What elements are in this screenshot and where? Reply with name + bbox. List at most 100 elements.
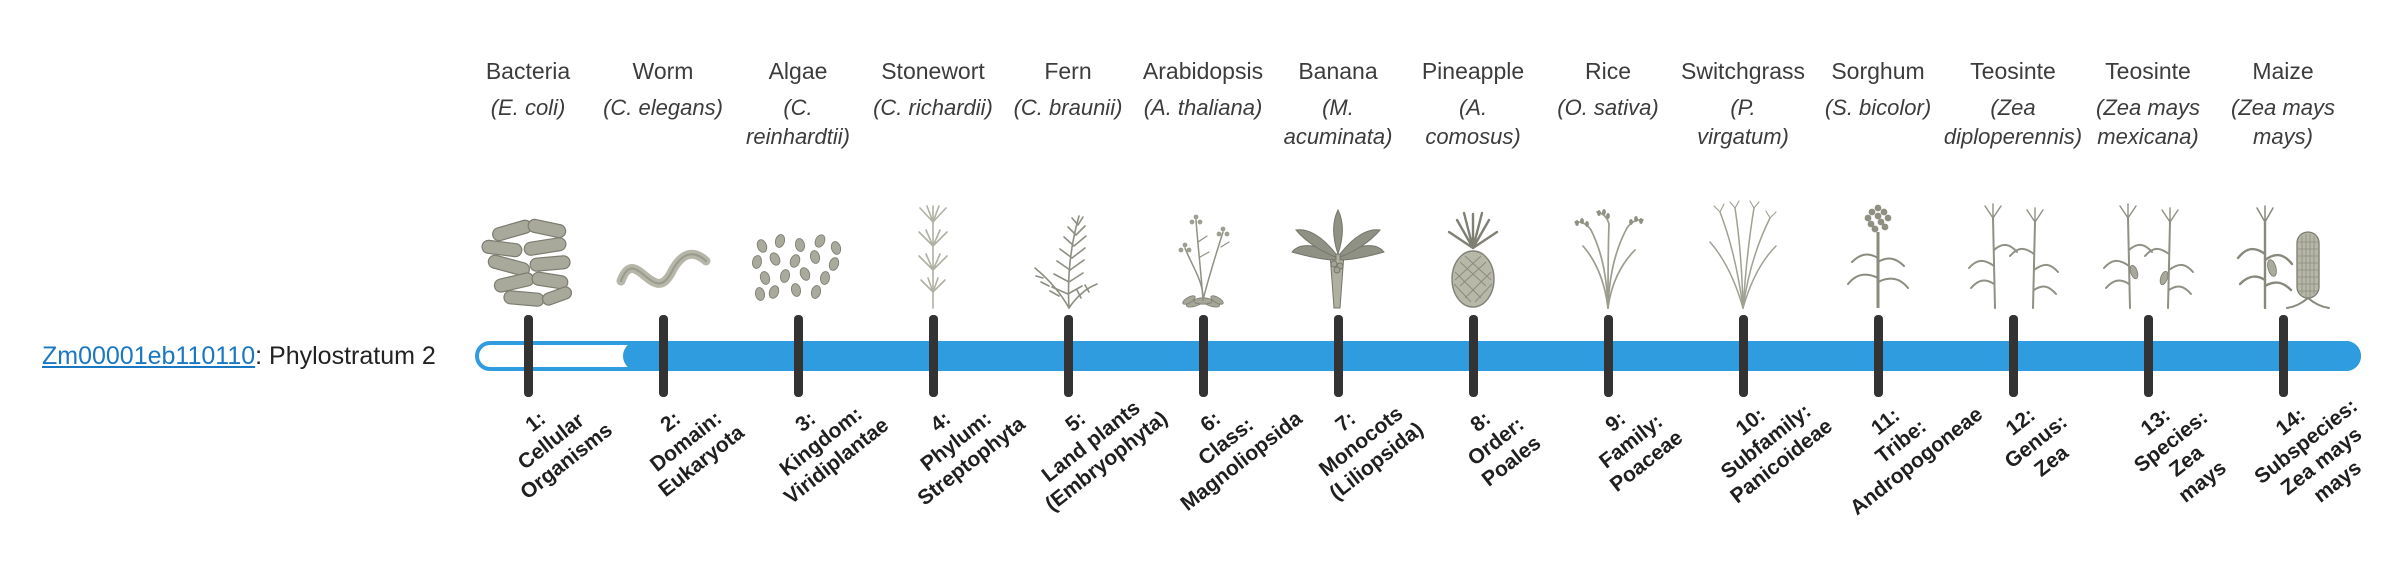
organism-label: Stonewort (C. richardii) [838, 58, 1028, 123]
teosinte-mexicana-icon [2083, 182, 2213, 310]
gene-label: Zm00001eb110110: Phylostratum 2 [42, 342, 436, 371]
organism-common-name: Bacteria [485, 58, 571, 84]
fern-icon [1003, 182, 1133, 310]
scientific-name-line: (Zea mays [2096, 95, 2200, 120]
phylostratum-label: 7: Monocots (Liliopsida) [1294, 378, 1429, 506]
organism-label: Pineapple (A. comosus) [1378, 58, 1568, 151]
phylostratum-tick [1738, 315, 1748, 397]
gene-id-link[interactable]: Zm00001eb110110 [42, 342, 256, 370]
scientific-name-line: (S. bicolor) [1824, 95, 1932, 120]
organism-common-name: Sorghum [1831, 58, 1925, 84]
organism-label: Sorghum (S. bicolor) [1783, 58, 1973, 123]
organism-common-name: Algae [768, 58, 828, 84]
organism-common-name: Fern [1044, 58, 1092, 84]
teosinte-diploperennis-icon [1948, 182, 2078, 310]
phylostratum-label: 13: Species: Zea mays [2114, 385, 2244, 518]
scientific-name-line: acuminata) [1283, 123, 1393, 149]
phylostratum-tick [1603, 315, 1613, 397]
organism-common-name: Arabidopsis [1142, 58, 1264, 84]
organism-label: Arabidopsis (A. thaliana) [1108, 58, 1298, 123]
algae-icon [733, 182, 863, 310]
phylostratum-label: 9: Family: Poaceae [1574, 386, 1688, 498]
organism-scientific-name: (P. virgatum) [1648, 94, 1838, 151]
scientific-name-line: (E. coli) [490, 95, 566, 120]
scientific-name-line: mays) [2253, 123, 2313, 149]
phylostratum-tick [2008, 315, 2018, 397]
organism-label: Algae (C. reinhardtii) [703, 58, 893, 151]
organism-scientific-name: (M. acuminata) [1243, 94, 1433, 151]
organism-scientific-name: (Zea mays mexicana) [2053, 94, 2243, 151]
phylostratum-tick [1063, 315, 1073, 397]
phylostratum-tick [2278, 315, 2288, 397]
organism-scientific-name: (S. bicolor) [1783, 94, 1973, 123]
phylostratum-label: 3: Kingdom: Viridiplantae [748, 373, 894, 510]
switchgrass-icon [1678, 182, 1808, 310]
organism-scientific-name: (O. sativa) [1513, 94, 1703, 123]
phylostratum-tick [1873, 315, 1883, 397]
phylostratum-tick [928, 315, 938, 397]
organism-scientific-name: (C. richardii) [838, 94, 1028, 123]
organism-label: Teosinte (Zea mays mexicana) [2053, 58, 2243, 151]
phylostratum-label: 14: Subspecies: Zea mays mays [2234, 374, 2394, 530]
phylostratum-tick [1198, 315, 1208, 397]
pineapple-icon [1408, 182, 1538, 310]
organism-label: Switchgrass (P. virgatum) [1648, 58, 1838, 151]
scientific-name-line: (Zea mays [2231, 95, 2335, 120]
phylostratum-label: 11: Tribe: Andropogoneae [1815, 362, 1988, 521]
organism-common-name: Worm [632, 58, 694, 84]
phylostratum-label: 6: Class: Magnoliopsida [1145, 367, 1307, 517]
organism-common-name: Maize [2252, 58, 2314, 84]
phylostratum-bar-fill [623, 341, 2361, 371]
phylostratum-label: 8: Order: Poales [1446, 391, 1546, 492]
banana-icon [1273, 182, 1403, 310]
scientific-name-line: (A. thaliana) [1143, 95, 1263, 120]
organism-common-name: Rice [1584, 58, 1631, 84]
organism-common-name: Banana [1298, 58, 1378, 84]
organism-common-name: Pineapple [1421, 58, 1525, 84]
organism-common-name: Teosinte [1970, 58, 2056, 84]
scientific-name-line: (C. braunii) [1013, 95, 1123, 120]
organism-label: Worm (C. elegans) [568, 58, 758, 123]
phylostratum-tick [523, 315, 533, 397]
scientific-name-line: mexicana) [2097, 123, 2199, 149]
organism-common-name: Switchgrass [1681, 58, 1805, 84]
scientific-name-line: diploperennis) [1943, 123, 2083, 149]
organism-label: Rice (O. sativa) [1513, 58, 1703, 123]
scientific-name-line: (C. [783, 95, 813, 120]
organism-scientific-name: (Zea diploperennis) [1918, 94, 2108, 151]
scientific-name-line: (O. sativa) [1557, 95, 1659, 120]
rice-icon [1543, 182, 1673, 310]
scientific-name-line: (M. [1322, 95, 1354, 120]
phylostratum-tick [658, 315, 668, 397]
organism-label: Fern (C. braunii) [973, 58, 1163, 123]
scientific-name-line: (C. richardii) [873, 95, 993, 120]
organism-scientific-name: (C. braunii) [973, 94, 1163, 123]
organism-scientific-name: (E. coli) [433, 94, 623, 123]
organism-label: Banana (M. acuminata) [1243, 58, 1433, 151]
stonewort-icon [868, 182, 998, 310]
phylostratum-tick [793, 315, 803, 397]
organism-common-name: Teosinte [2105, 58, 2191, 84]
phylostratum-tick [2143, 315, 2153, 397]
organism-scientific-name: (C. elegans) [568, 94, 758, 123]
organism-common-name: Stonewort [881, 58, 985, 84]
phylostratum-label: 12: Genus: Zea [1984, 390, 2088, 494]
bacteria-icon [463, 182, 593, 310]
scientific-name-line: reinhardtii) [746, 123, 850, 149]
scientific-name-line: comosus) [1425, 123, 1521, 149]
phylostratum-label: 4: Phylum: Streptophyta [882, 372, 1031, 511]
phylostratum-label: 10: Subfamily: Panicoideae [1695, 374, 1838, 509]
scientific-name-line: virgatum) [1697, 123, 1789, 149]
scientific-name-line: (A. [1458, 95, 1488, 120]
arabidopsis-icon [1138, 182, 1268, 310]
phylostratum-label: 1: Cellular Organisms [485, 378, 618, 505]
organism-label: Maize (Zea mays mays) [2188, 58, 2378, 151]
phylostratum-label: 5: Land plants (Embryophyta) [1010, 366, 1173, 517]
organism-scientific-name: (C. reinhardtii) [703, 94, 893, 151]
organism-scientific-name: (Zea mays mays) [2188, 94, 2378, 151]
organism-label: Teosinte (Zea diploperennis) [1918, 58, 2108, 151]
phylostratum-label: 2: Domain: Eukaryota [623, 381, 750, 503]
scientific-name-line: (Zea [1990, 95, 2036, 120]
worm-icon [598, 182, 728, 310]
